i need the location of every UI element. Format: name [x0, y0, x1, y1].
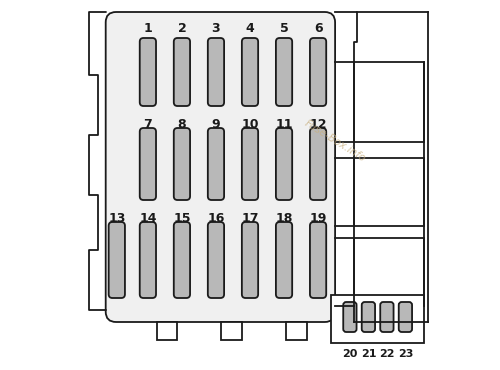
Text: 15: 15: [173, 212, 190, 225]
FancyBboxPatch shape: [108, 222, 125, 298]
Text: Fuse-Box.info: Fuse-Box.info: [302, 118, 368, 164]
Text: 5: 5: [280, 22, 288, 35]
FancyBboxPatch shape: [208, 222, 224, 298]
Bar: [157, 322, 178, 340]
FancyBboxPatch shape: [174, 128, 190, 200]
Text: 23: 23: [398, 349, 413, 359]
FancyBboxPatch shape: [140, 128, 156, 200]
Text: 7: 7: [144, 118, 152, 131]
Text: 6: 6: [314, 22, 322, 35]
Text: 19: 19: [310, 212, 327, 225]
FancyBboxPatch shape: [310, 128, 326, 200]
FancyBboxPatch shape: [276, 38, 292, 106]
FancyBboxPatch shape: [380, 302, 394, 332]
FancyBboxPatch shape: [174, 222, 190, 298]
Bar: [354, 62, 424, 142]
FancyBboxPatch shape: [242, 128, 258, 200]
Text: 14: 14: [139, 212, 156, 225]
FancyBboxPatch shape: [276, 128, 292, 200]
Text: 10: 10: [241, 118, 259, 131]
FancyBboxPatch shape: [398, 302, 412, 332]
Text: 18: 18: [276, 212, 292, 225]
FancyBboxPatch shape: [242, 38, 258, 106]
FancyBboxPatch shape: [362, 302, 375, 332]
FancyBboxPatch shape: [208, 38, 224, 106]
Bar: [286, 322, 307, 340]
Text: 8: 8: [178, 118, 186, 131]
Text: 20: 20: [342, 349, 357, 359]
FancyBboxPatch shape: [106, 12, 335, 322]
Text: 4: 4: [246, 22, 254, 35]
Text: 9: 9: [212, 118, 220, 131]
FancyBboxPatch shape: [242, 222, 258, 298]
FancyBboxPatch shape: [174, 38, 190, 106]
Bar: [354, 238, 424, 306]
Bar: [221, 322, 242, 340]
Text: 2: 2: [178, 22, 186, 35]
Text: 17: 17: [241, 212, 259, 225]
Text: 22: 22: [379, 349, 394, 359]
Text: 12: 12: [310, 118, 327, 131]
Bar: [354, 158, 424, 226]
Text: 3: 3: [212, 22, 220, 35]
FancyBboxPatch shape: [310, 222, 326, 298]
Bar: [332, 295, 424, 343]
FancyBboxPatch shape: [140, 38, 156, 106]
FancyBboxPatch shape: [140, 222, 156, 298]
Text: 11: 11: [276, 118, 293, 131]
FancyBboxPatch shape: [208, 128, 224, 200]
Text: 1: 1: [144, 22, 152, 35]
Text: 13: 13: [108, 212, 126, 225]
Text: 21: 21: [360, 349, 376, 359]
FancyBboxPatch shape: [276, 222, 292, 298]
FancyBboxPatch shape: [310, 38, 326, 106]
FancyBboxPatch shape: [343, 302, 356, 332]
Text: 16: 16: [208, 212, 224, 225]
